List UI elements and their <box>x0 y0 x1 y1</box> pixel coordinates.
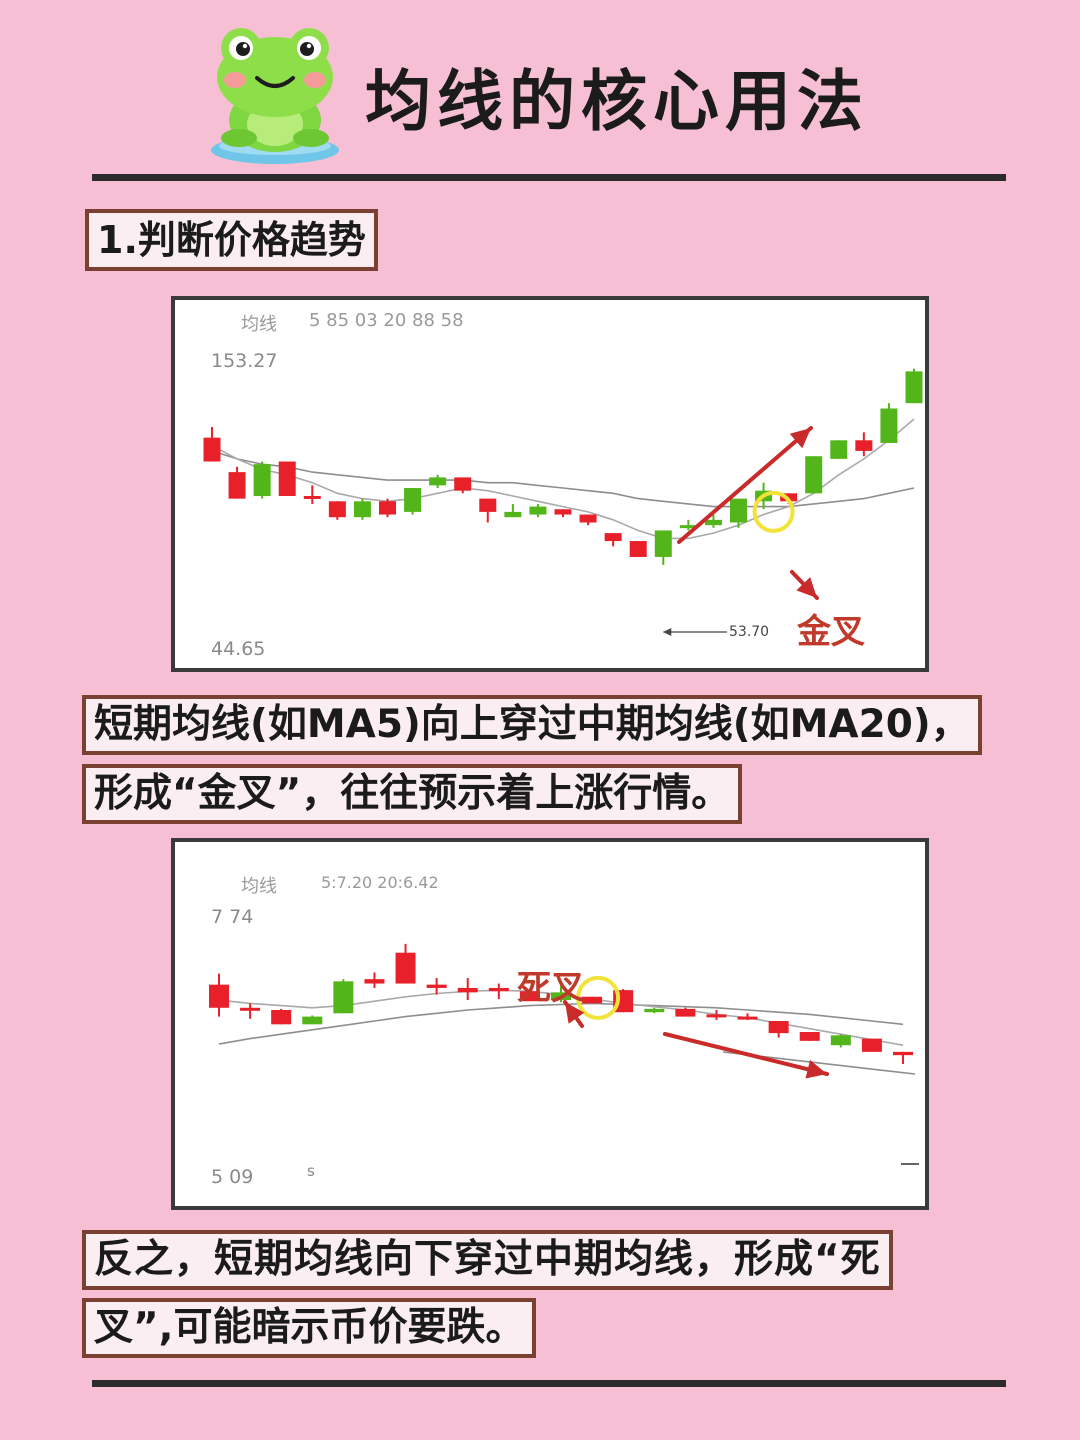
candle-body <box>830 1035 851 1046</box>
candle-body <box>488 987 509 992</box>
ma-short-line <box>211 418 915 540</box>
chart2-y-min-label: 5 09 <box>211 1166 254 1188</box>
candle-body <box>253 464 271 496</box>
candle-body <box>861 1038 882 1052</box>
candle-body <box>228 472 246 499</box>
candle-body <box>426 984 447 988</box>
candle-body <box>364 979 385 984</box>
candle-body <box>604 533 622 542</box>
chart1-ma-values: 5 85 03 20 88 58 <box>309 310 464 331</box>
candle-body <box>302 1016 323 1025</box>
candle-body <box>737 1016 758 1020</box>
ma-long-line <box>211 450 915 508</box>
candle-body <box>395 952 416 984</box>
candle-body <box>830 440 848 459</box>
candle-body <box>704 519 722 526</box>
uptrend-arrow-head <box>789 428 811 449</box>
death-cross-text-line1: 反之，短期均线向下穿过中期均线，形成“死 <box>82 1230 893 1290</box>
chart2-extra-label: s <box>307 1162 315 1180</box>
candle-body <box>554 509 572 515</box>
candle-body <box>240 1007 261 1011</box>
candle-body <box>529 506 547 515</box>
candle-body <box>429 477 447 486</box>
candle-body <box>706 1014 727 1018</box>
uptrend-arrow <box>677 426 813 544</box>
death-cross-highlight-circle <box>576 975 621 1020</box>
candle-body <box>353 501 371 518</box>
candle-body <box>404 488 422 512</box>
downtrend-arrow-head <box>805 1059 827 1079</box>
chart1-y-max-label: 153.27 <box>211 350 278 372</box>
candle-body <box>582 996 603 1004</box>
death-cross-plot <box>209 943 919 1165</box>
chart2-ma-label: 均线 <box>241 876 277 897</box>
section-heading: 1.判断价格趋势 <box>85 209 378 271</box>
candle-body <box>629 541 647 557</box>
divider-bottom <box>92 1380 1006 1387</box>
downtrend-arrow <box>663 1032 829 1076</box>
candle-body <box>333 981 354 1014</box>
candle-body <box>551 992 571 1001</box>
low-marker-arrowhead <box>663 628 672 636</box>
golden-cross-chart: 均线 5 85 03 20 88 58 153.27 44.65 53.70 金… <box>171 296 929 672</box>
candle-body <box>905 371 923 404</box>
candle-body <box>675 1008 696 1017</box>
candle-body <box>379 501 396 515</box>
candle-body <box>855 440 873 451</box>
candle-body <box>730 498 747 523</box>
candle-body <box>479 498 497 512</box>
page-title: 均线的核心用法 <box>365 63 869 140</box>
candle-body <box>579 514 597 523</box>
golden-cross-text-line1: 短期均线(如MA5)向上穿过中期均线(如MA20)， <box>82 695 982 755</box>
golden-cross-plot <box>203 368 923 636</box>
chart2-y-max-label: 7 74 <box>211 906 254 928</box>
death-cross-text-line2: 叉”,可能暗示币价要跌。 <box>82 1298 537 1358</box>
chart1-ma-label: 均线 <box>241 314 277 335</box>
frog-mascot-icon <box>211 28 339 164</box>
candle-body <box>457 987 478 993</box>
candle-body <box>303 495 321 499</box>
divider-top <box>92 174 1006 181</box>
candle-body <box>893 1051 913 1056</box>
candle-body <box>203 437 221 462</box>
death-cross-annotation: 死叉 <box>517 968 585 1008</box>
ma-long-line <box>218 1002 904 1045</box>
golden-cross-highlight-circle <box>752 490 795 533</box>
candle-body <box>805 456 823 494</box>
candle-body <box>880 408 898 443</box>
golden-cross-annotation: 金叉 <box>797 612 865 652</box>
candle-body <box>209 984 229 1008</box>
candle-body <box>679 525 697 529</box>
candle-body <box>519 991 540 1002</box>
golden-cross-text-line2: 形成“金叉”，往往预示着上涨行情。 <box>82 764 743 824</box>
candle-body <box>644 1008 665 1013</box>
chart1-y-min-label: 44.65 <box>211 638 266 660</box>
candle-body <box>654 530 672 557</box>
candle-body <box>768 1021 789 1034</box>
candle-body <box>799 1032 820 1041</box>
candle-body <box>328 501 346 518</box>
chart2-ma-values: 5:7.20 20:6.42 <box>321 873 439 892</box>
candle-body <box>454 477 472 491</box>
chart1-low-marker: 53.70 <box>729 624 770 640</box>
candle-body <box>271 1009 292 1025</box>
candle-body <box>278 461 296 496</box>
death-cross-pointer-arrow-head <box>565 1002 585 1024</box>
golden-cross-pointer-arrow-head <box>796 577 817 598</box>
death-cross-chart: 均线 5:7.20 20:6.42 7 74 5 09 s 死叉 <box>171 838 929 1210</box>
candle-body <box>504 511 522 518</box>
